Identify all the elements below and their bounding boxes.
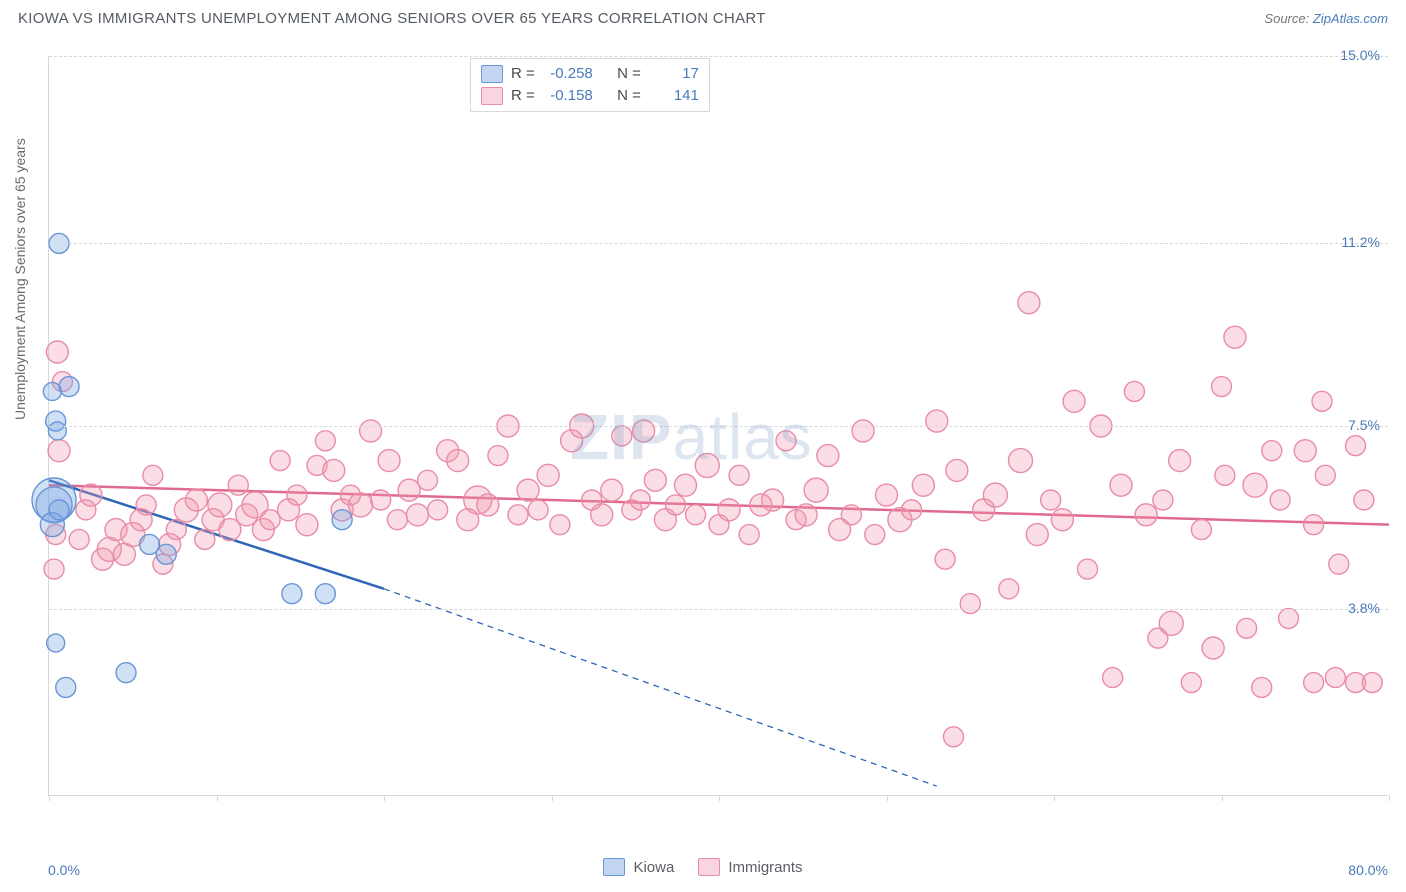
source-attribution: Source: ZipAtlas.com	[1264, 11, 1388, 26]
y-axis-label: Unemployment Among Seniors over 65 years	[12, 138, 28, 420]
y-tick-label: 15.0%	[1340, 47, 1380, 63]
x-tick	[384, 795, 385, 801]
x-tick	[552, 795, 553, 801]
legend-label-kiowa: Kiowa	[633, 859, 674, 876]
chart-title: KIOWA VS IMMIGRANTS UNEMPLOYMENT AMONG S…	[18, 10, 766, 27]
x-tick	[217, 795, 218, 801]
y-tick-label: 7.5%	[1348, 417, 1380, 433]
x-tick	[887, 795, 888, 801]
source-link[interactable]: ZipAtlas.com	[1313, 11, 1388, 26]
legend-item-kiowa: Kiowa	[603, 858, 674, 876]
y-tick-label: 11.2%	[1341, 234, 1380, 250]
x-tick	[1389, 795, 1390, 801]
x-tick	[1054, 795, 1055, 801]
swatch-kiowa-icon	[481, 65, 503, 83]
gridline	[49, 243, 1388, 244]
x-tick	[49, 795, 50, 801]
legend-item-immigrants: Immigrants	[698, 858, 802, 876]
y-tick-label: 3.8%	[1348, 600, 1380, 616]
correlation-row: R = -0.258 N = 17	[481, 63, 699, 85]
swatch-immigrants-icon	[481, 87, 503, 105]
correlation-row: R = -0.158 N = 141	[481, 85, 699, 107]
x-tick	[719, 795, 720, 801]
chart-plot-area	[48, 56, 1388, 796]
correlation-legend-box: R = -0.258 N = 17 R = -0.158 N = 141	[470, 58, 710, 112]
n-value-kiowa: 17	[649, 63, 699, 85]
gridline	[49, 426, 1388, 427]
gridline	[49, 609, 1388, 610]
swatch-kiowa-icon	[603, 858, 625, 876]
r-label: R =	[511, 63, 535, 85]
n-value-immigrants: 141	[649, 85, 699, 107]
r-value-kiowa: -0.258	[543, 63, 593, 85]
source-label: Source:	[1264, 11, 1309, 26]
legend-label-immigrants: Immigrants	[728, 859, 802, 876]
bottom-legend: Kiowa Immigrants	[0, 858, 1406, 876]
r-value-immigrants: -0.158	[543, 85, 593, 107]
gridline	[49, 56, 1388, 57]
n-label: N =	[617, 85, 641, 107]
x-tick	[1222, 795, 1223, 801]
n-label: N =	[617, 63, 641, 85]
r-label: R =	[511, 85, 535, 107]
swatch-immigrants-icon	[698, 858, 720, 876]
